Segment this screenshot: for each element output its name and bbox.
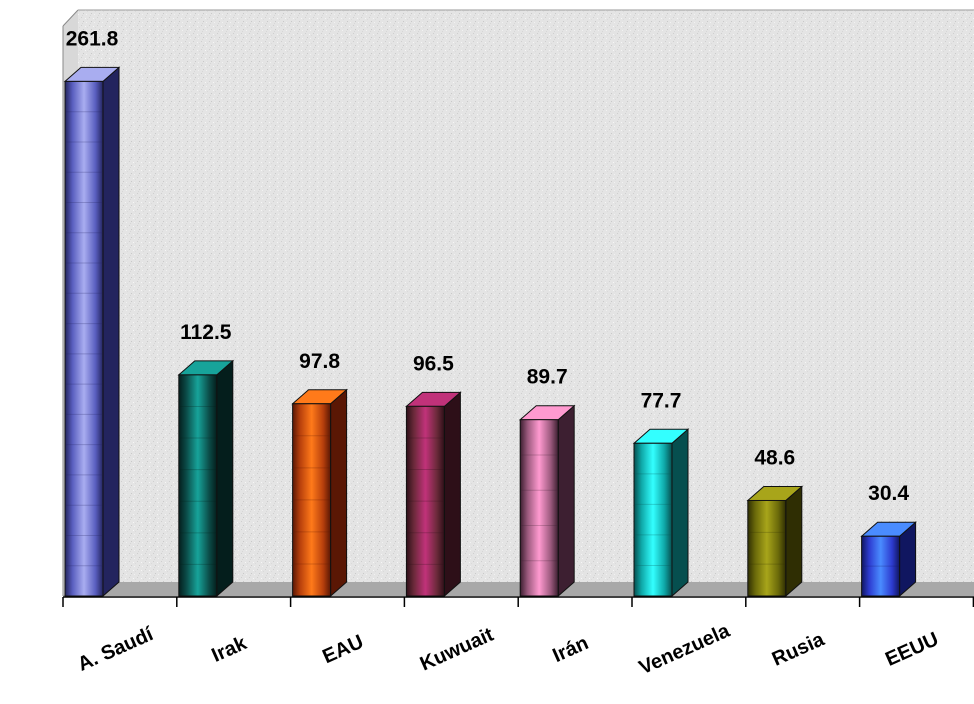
bar-front (747, 499, 787, 597)
category-label: EEUU (882, 628, 942, 671)
bar-side (330, 388, 348, 598)
bar-front (405, 405, 445, 597)
x-axis-ticks (62, 597, 974, 607)
data-label: 89.7 (527, 366, 568, 389)
data-labels-group: 261.8 112.5 97.8 96.5 89.7 77.7 48.6 30.4 (66, 27, 910, 505)
bar (405, 391, 462, 598)
bar-side (443, 391, 461, 598)
bar (860, 521, 917, 598)
bar (632, 428, 690, 598)
category-label: Venezuela (636, 619, 734, 679)
bar (746, 485, 804, 598)
data-label: 30.4 (868, 482, 909, 505)
data-label: 96.5 (413, 352, 454, 375)
data-label: 48.6 (754, 446, 795, 469)
bars-group (63, 66, 917, 598)
bar (177, 359, 235, 598)
bar-side (785, 485, 803, 598)
bar-front (292, 403, 332, 597)
category-label: A. Saudí (74, 623, 157, 676)
category-label: EAU (319, 631, 367, 668)
data-label: 261.8 (66, 27, 119, 50)
bar (291, 388, 348, 598)
bar-front (178, 374, 218, 597)
data-label: 112.5 (180, 321, 232, 344)
bar-side (216, 359, 234, 598)
bar-front (633, 442, 673, 597)
data-label: 97.8 (299, 350, 340, 373)
bar (63, 66, 121, 598)
category-labels-group: A. Saudí Irak EAU Kuwuait Irán Venezuela Rusia… (74, 619, 941, 679)
bar-side (102, 66, 120, 598)
bar-side (557, 404, 575, 598)
category-label: Irán (549, 632, 591, 667)
bar-front (861, 535, 901, 597)
category-label: Rusia (769, 628, 829, 671)
bar-front (64, 80, 104, 597)
category-label: Irak (209, 632, 251, 667)
data-label: 77.7 (641, 389, 682, 412)
bar-side (671, 428, 689, 598)
category-label: Kuwuait (417, 624, 497, 676)
bar (518, 404, 576, 598)
bar-front (519, 419, 559, 597)
x-axis (62, 596, 974, 607)
